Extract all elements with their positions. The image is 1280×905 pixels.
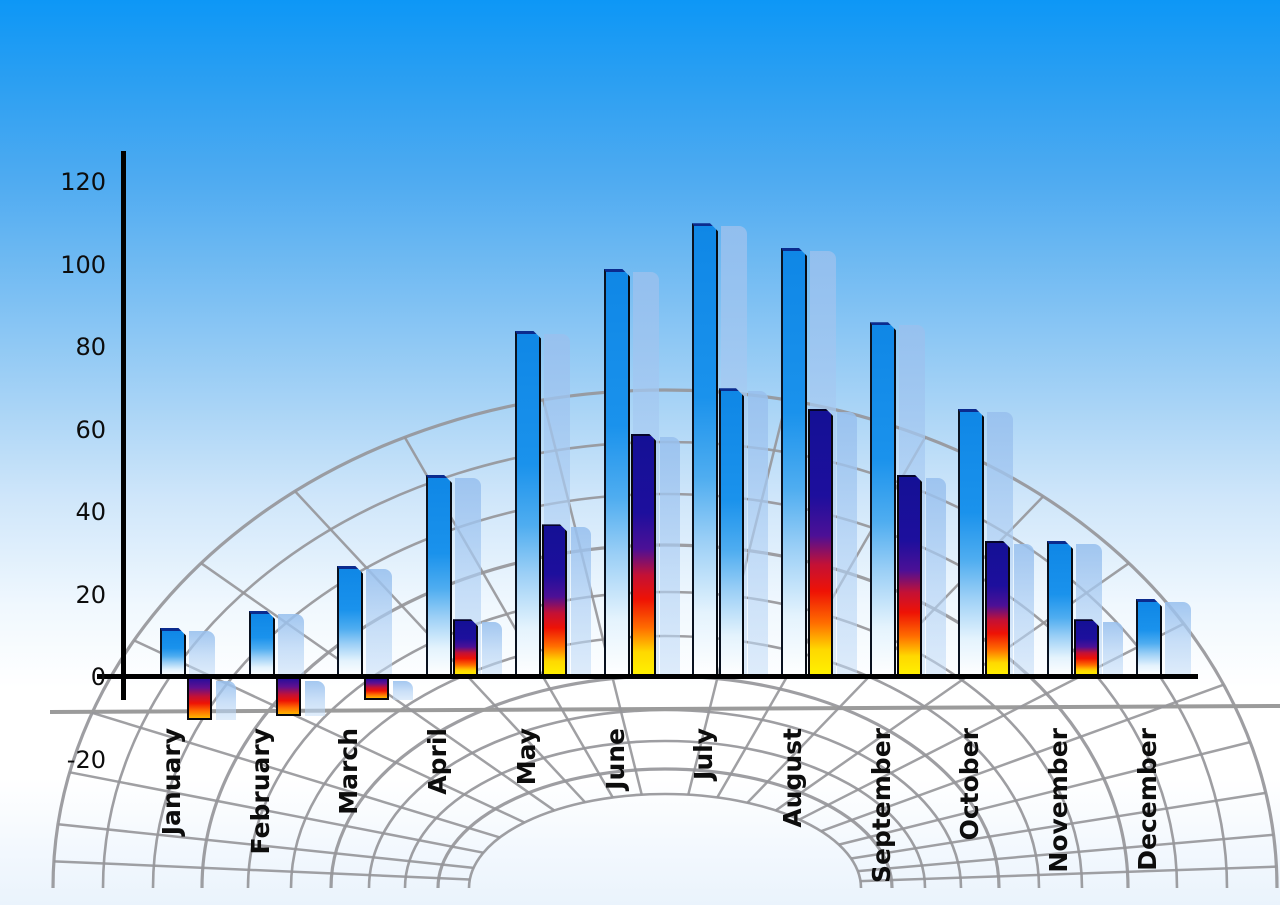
x-axis-label-june: June — [601, 728, 630, 790]
ghost-bar-march-series2 — [393, 681, 413, 700]
y-axis-tick-label: 0 — [90, 663, 106, 691]
floor-grid-spoke — [69, 771, 484, 854]
bar-may-series1 — [515, 331, 541, 677]
floor-grid-ring — [51, 388, 1279, 889]
y-axis-tick-label: 20 — [75, 580, 106, 609]
x-axis-label-february: February — [246, 728, 275, 855]
bar-july-series2 — [719, 388, 744, 676]
x-axis-label-january: January — [157, 728, 186, 836]
ghost-bar-july-series2 — [748, 391, 768, 675]
floor-grid-spoke — [860, 865, 1277, 883]
floor-grid-spoke — [838, 740, 1251, 846]
bar-march-series2 — [364, 679, 389, 700]
bar-october-series1 — [958, 409, 984, 676]
y-axis-tick-label: -20 — [66, 745, 106, 774]
y-axis-tick-label: 40 — [75, 498, 106, 526]
x-axis-label-may: May — [512, 728, 541, 786]
ghost-bar-february-series2 — [305, 681, 325, 717]
x-axis-label-october: October — [955, 728, 984, 841]
y-axis-tick-label: 100 — [60, 250, 106, 279]
ghost-bar-june-series2 — [660, 436, 680, 675]
ghost-bar-september-series2 — [926, 477, 946, 675]
x-axis-label-august: August — [778, 728, 807, 828]
y-axis-tick-label: 60 — [75, 415, 106, 444]
bar-november-series1 — [1047, 541, 1073, 676]
floor-grid-ring — [403, 739, 927, 889]
floor-grid-ring — [467, 792, 863, 889]
x-axis-label-july: July — [689, 728, 718, 780]
floor-grid-spoke — [820, 683, 1225, 833]
x-axis-label-september: September — [867, 728, 896, 883]
ghost-bar-december-series1 — [1165, 601, 1191, 675]
bar-february-series1 — [249, 611, 275, 676]
bar-october-series2 — [985, 541, 1010, 676]
bar-august-series2 — [808, 409, 833, 676]
floor-grid-spoke — [850, 791, 1266, 860]
floor-grid-spoke — [53, 860, 470, 881]
bar-april-series2 — [453, 619, 478, 676]
ghost-bar-april-series2 — [482, 622, 502, 675]
x-axis-label-december: December — [1133, 728, 1162, 871]
x-axis-label-march: March — [334, 728, 363, 815]
ghost-bar-january-series2 — [216, 681, 236, 721]
x-axis-label-november: November — [1044, 728, 1073, 873]
bar-august-series1 — [781, 248, 807, 676]
floor-grid-spoke — [857, 833, 1274, 873]
bar-september-series1 — [870, 322, 896, 676]
x-axis-label-april: April — [423, 728, 452, 795]
ghost-bar-january-series1 — [189, 630, 215, 675]
x-axis-zero-line — [97, 674, 1198, 679]
y-axis-line — [121, 151, 126, 700]
floor-grid-spoke — [91, 711, 501, 839]
bar-may-series2 — [542, 524, 567, 676]
ghost-bar-march-series1 — [366, 568, 392, 675]
floor-front-edge-line — [49, 704, 1280, 714]
ghost-bar-august-series2 — [837, 411, 857, 675]
y-axis-tick-label: 120 — [60, 168, 106, 196]
floor-grid-ring — [436, 767, 894, 889]
bar-december-series1 — [1136, 599, 1162, 676]
bar-june-series2 — [631, 434, 656, 676]
bar-january-series1 — [160, 628, 186, 677]
bar-april-series1 — [426, 475, 452, 676]
bar-july-series1 — [692, 223, 718, 676]
ghost-bar-may-series2 — [571, 527, 591, 675]
ghost-bar-february-series1 — [278, 614, 304, 675]
y-axis-tick-label: 80 — [75, 333, 106, 361]
bar-november-series2 — [1074, 619, 1099, 676]
bar-june-series1 — [604, 269, 630, 676]
ghost-bar-october-series2 — [1014, 543, 1034, 675]
floor-grid-spoke — [57, 822, 474, 870]
bar-march-series1 — [337, 566, 363, 676]
bar-september-series2 — [897, 475, 922, 676]
bar-january-series2 — [187, 679, 212, 721]
ghost-bar-november-series2 — [1103, 622, 1123, 675]
bar-february-series2 — [276, 679, 301, 717]
